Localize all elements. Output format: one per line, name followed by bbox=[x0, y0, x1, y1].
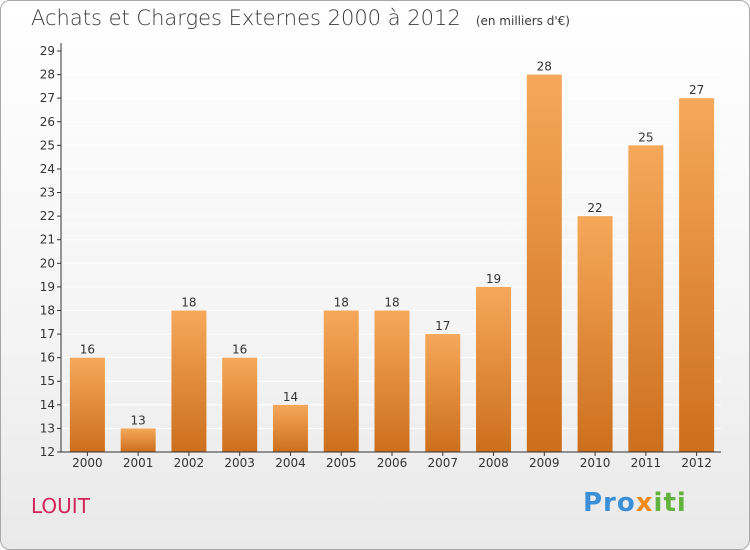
bar bbox=[222, 357, 258, 452]
y-tick-label: 15 bbox=[40, 374, 55, 388]
data-label: 16 bbox=[232, 343, 247, 357]
data-label: 27 bbox=[689, 83, 704, 97]
brand-part: iti bbox=[653, 488, 687, 518]
bar bbox=[323, 310, 359, 452]
x-tick-label: 2000 bbox=[72, 456, 103, 470]
y-tick-label: 16 bbox=[40, 351, 55, 365]
x-tick-label: 2005 bbox=[326, 456, 357, 470]
data-label: 17 bbox=[435, 319, 450, 333]
y-tick-label: 28 bbox=[40, 68, 55, 82]
bar bbox=[171, 310, 207, 452]
y-tick-label: 22 bbox=[40, 209, 55, 223]
y-tick-label: 21 bbox=[40, 233, 55, 247]
chart-header: Achats et Charges Externes 2000 à 2012 (… bbox=[31, 6, 570, 30]
bars bbox=[69, 74, 715, 453]
x-tick-label: 2002 bbox=[174, 456, 205, 470]
bar bbox=[120, 428, 156, 452]
y-tick-label: 24 bbox=[40, 162, 55, 176]
brand-part: x bbox=[635, 488, 654, 518]
bar bbox=[69, 357, 105, 452]
y-tick-label: 12 bbox=[40, 445, 55, 459]
brand-part: Pro bbox=[583, 488, 636, 518]
data-label: 18 bbox=[334, 295, 349, 309]
bar bbox=[476, 286, 512, 452]
bar bbox=[374, 310, 410, 452]
y-tick-label: 23 bbox=[40, 186, 55, 200]
x-tick-label: 2008 bbox=[478, 456, 509, 470]
y-tick-label: 29 bbox=[40, 44, 55, 58]
y-tick-label: 17 bbox=[40, 327, 55, 341]
data-label: 28 bbox=[537, 60, 552, 74]
y-tick-label: 19 bbox=[40, 280, 55, 294]
bar bbox=[526, 74, 562, 453]
chart-subtitle: (en milliers d'€) bbox=[475, 14, 570, 28]
y-tick-label: 14 bbox=[40, 398, 55, 412]
bar bbox=[628, 145, 664, 452]
data-label: 18 bbox=[384, 295, 399, 309]
y-tick-label: 25 bbox=[40, 138, 55, 152]
proxiti-logo: Proxiti bbox=[583, 488, 687, 518]
bar bbox=[577, 216, 613, 452]
bar bbox=[425, 334, 461, 452]
y-tick-label: 26 bbox=[40, 115, 55, 129]
x-tick-label: 2003 bbox=[224, 456, 255, 470]
commune-name: LOUIT bbox=[31, 494, 90, 518]
bar bbox=[272, 404, 308, 452]
data-label: 22 bbox=[587, 201, 602, 215]
x-tick-label: 2004 bbox=[275, 456, 306, 470]
data-label: 19 bbox=[486, 272, 501, 286]
y-tick-label: 13 bbox=[40, 421, 55, 435]
chart-title: Achats et Charges Externes 2000 à 2012 bbox=[31, 6, 461, 30]
x-tick-label: 2007 bbox=[427, 456, 458, 470]
x-tick-label: 2011 bbox=[631, 456, 662, 470]
y-tick-label: 18 bbox=[40, 303, 55, 317]
x-tick-label: 2001 bbox=[123, 456, 154, 470]
data-label: 25 bbox=[638, 130, 653, 144]
x-tick-label: 2010 bbox=[580, 456, 611, 470]
x-tick-label: 2009 bbox=[529, 456, 560, 470]
x-tick-label: 2012 bbox=[681, 456, 712, 470]
data-label: 14 bbox=[283, 390, 298, 404]
data-label: 13 bbox=[131, 413, 146, 427]
data-label: 16 bbox=[80, 343, 95, 357]
y-tick-label: 20 bbox=[40, 256, 55, 270]
y-tick-label: 27 bbox=[40, 91, 55, 105]
bar bbox=[679, 98, 715, 453]
labels: 12 13 14 15 16 17 18 19 20 21 22 23 24 25 26 27 28 29 16 20… bbox=[40, 44, 712, 470]
x-tick-label: 2006 bbox=[377, 456, 408, 470]
data-label: 18 bbox=[181, 295, 196, 309]
axes bbox=[57, 43, 721, 456]
